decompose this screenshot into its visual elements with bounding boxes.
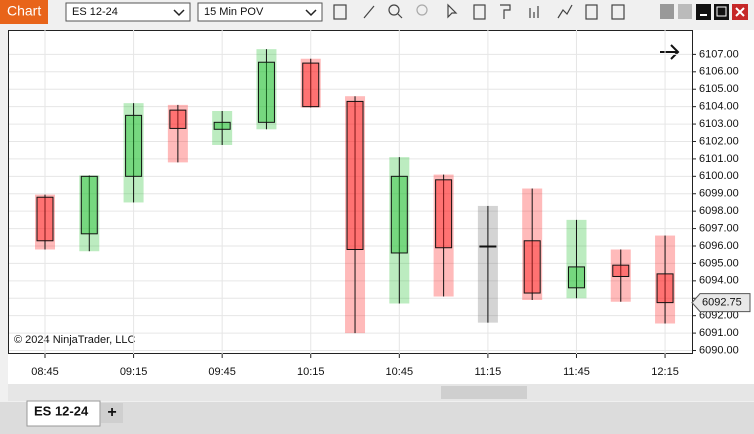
candle-body xyxy=(36,196,54,242)
candle-body xyxy=(479,245,497,248)
title-badge xyxy=(0,0,48,24)
scroll-arrow[interactable] xyxy=(660,44,680,60)
candle-body xyxy=(213,121,231,130)
y-tick-label: 6096.00 xyxy=(699,240,739,252)
candle-body xyxy=(390,175,408,254)
chart-panel xyxy=(8,30,754,384)
scrollbar[interactable] xyxy=(8,384,754,401)
y-tick-label: 6106.00 xyxy=(699,66,739,78)
interval-select[interactable] xyxy=(197,2,323,22)
copyright: © 2024 NinjaTrader, LLC xyxy=(14,334,135,346)
x-tick-label: 10:45 xyxy=(386,366,414,378)
x-tick-label: 09:45 xyxy=(208,366,236,378)
plot-border xyxy=(8,30,693,354)
tab-label: ES 12-24 xyxy=(34,403,89,418)
y-tick-label: 6094.00 xyxy=(699,275,739,287)
y-tick-label: 6100.00 xyxy=(699,170,739,182)
candle-body xyxy=(346,100,364,250)
candle-body xyxy=(567,266,585,289)
y-tick-label: 6098.00 xyxy=(699,205,739,217)
window-button[interactable] xyxy=(660,4,674,19)
candle-body xyxy=(125,114,143,177)
candle-body xyxy=(302,62,320,108)
y-tick-label: 6092.00 xyxy=(699,310,739,322)
candle-body xyxy=(435,179,453,249)
y-tick-label: 6091.00 xyxy=(699,327,739,339)
candle-body xyxy=(169,109,187,129)
instrument-text: ES 12-24 xyxy=(72,6,118,18)
interval-text: 15 Min POV xyxy=(204,6,264,18)
y-tick-label: 6103.00 xyxy=(699,118,739,130)
y-tick-label: 6107.00 xyxy=(699,48,739,60)
candle-body xyxy=(257,61,275,123)
last-price-marker xyxy=(691,293,751,313)
x-tick-label: 11:45 xyxy=(563,366,590,378)
tab-bar xyxy=(0,402,754,434)
minimize-button[interactable] xyxy=(696,4,711,20)
add-tab-label: + xyxy=(107,404,116,421)
dropdown-arrow xyxy=(173,9,185,17)
add-tab-button[interactable] xyxy=(101,403,123,423)
window-title: Chart xyxy=(7,3,41,19)
tab[interactable] xyxy=(26,400,101,427)
window-button[interactable] xyxy=(678,4,692,19)
instrument-select[interactable] xyxy=(65,2,191,22)
y-tick-label: 6095.00 xyxy=(699,257,739,269)
candle-body xyxy=(656,273,674,304)
candle-body xyxy=(612,264,630,277)
y-tick-label: 6104.00 xyxy=(699,101,739,113)
y-tick-label: 6105.00 xyxy=(699,83,739,95)
y-tick-label: 6102.00 xyxy=(699,135,739,147)
last-price-label: 6092.75 xyxy=(702,297,742,309)
x-tick-label: 10:15 xyxy=(297,366,325,378)
x-tick-label: 12:15 xyxy=(651,366,679,378)
y-tick-label: 6090.00 xyxy=(699,344,739,356)
scroll-thumb[interactable] xyxy=(441,386,527,399)
y-tick-label: 6097.00 xyxy=(699,222,739,234)
y-tick-label: 6099.00 xyxy=(699,188,739,200)
close-glyph xyxy=(735,7,745,17)
candle-body xyxy=(80,175,98,235)
maximize-button[interactable] xyxy=(714,4,729,20)
y-tick-label: 6101.00 xyxy=(699,153,739,165)
x-tick-label: 11:15 xyxy=(475,366,502,378)
x-tick-label: 08:45 xyxy=(31,366,59,378)
dropdown-arrow xyxy=(305,9,317,17)
toolbar-icons[interactable] xyxy=(333,3,625,20)
maximize-glyph xyxy=(716,6,727,17)
minimize-glyph xyxy=(700,14,707,16)
candle-body xyxy=(523,240,541,294)
x-tick-label: 09:15 xyxy=(120,366,148,378)
